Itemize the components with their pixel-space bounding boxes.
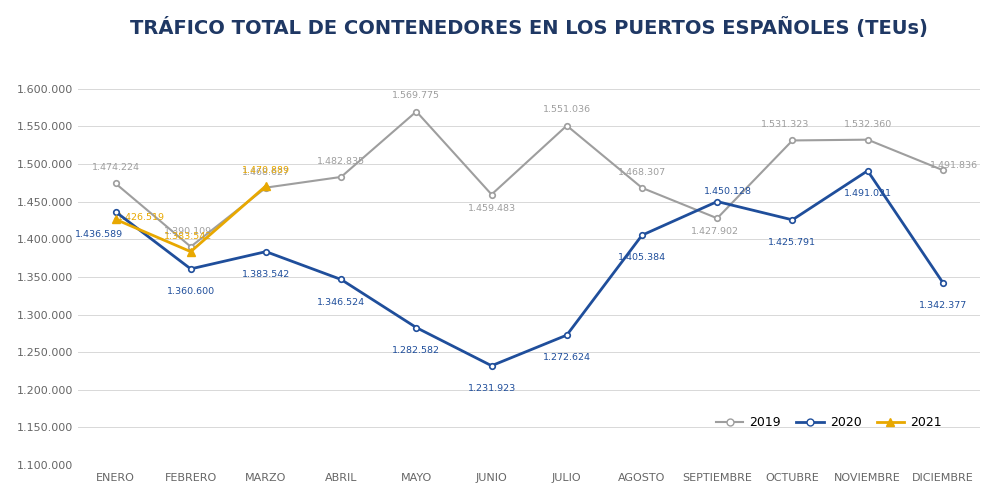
2020 — [862, 168, 874, 174]
Text: 1.482.835: 1.482.835 — [317, 157, 365, 166]
Line: 2020: 2020 — [113, 168, 946, 368]
2019 — [636, 185, 648, 191]
Text: 1.390.109: 1.390.109 — [164, 226, 212, 235]
Text: 1.491.021: 1.491.021 — [844, 189, 892, 198]
2021 — [110, 216, 122, 222]
2019 — [862, 136, 874, 142]
Text: 1.569.775: 1.569.775 — [392, 92, 440, 100]
2019 — [711, 216, 723, 222]
2019 — [561, 122, 573, 128]
2020 — [711, 198, 723, 204]
2020 — [110, 208, 122, 214]
Text: 1.470.889: 1.470.889 — [242, 166, 290, 175]
Text: 1.425.791: 1.425.791 — [768, 238, 816, 247]
Text: 1.468.307: 1.468.307 — [618, 168, 666, 176]
Text: 1.491.836: 1.491.836 — [930, 161, 978, 170]
2019 — [185, 244, 197, 250]
2020 — [260, 248, 272, 254]
2020 — [185, 266, 197, 272]
2019 — [786, 138, 798, 143]
Text: 1.468.627: 1.468.627 — [242, 168, 290, 176]
Text: 1.360.600: 1.360.600 — [167, 287, 215, 296]
Legend: 2019, 2020, 2021: 2019, 2020, 2021 — [711, 412, 947, 434]
Text: 1.450.128: 1.450.128 — [704, 187, 752, 196]
Text: 1.436.589: 1.436.589 — [75, 230, 123, 239]
Line: 2021: 2021 — [111, 182, 270, 256]
Text: 1.342.377: 1.342.377 — [919, 300, 967, 310]
2020 — [636, 232, 648, 238]
2021 — [185, 248, 197, 254]
Text: 1.272.624: 1.272.624 — [543, 353, 591, 362]
Text: 1.532.360: 1.532.360 — [844, 120, 892, 128]
2020 — [335, 276, 347, 282]
Text: 1.551.036: 1.551.036 — [543, 106, 591, 114]
2019 — [410, 108, 422, 114]
2019 — [110, 180, 122, 186]
Text: 1.531.323: 1.531.323 — [761, 120, 810, 130]
Text: 1.231.923: 1.231.923 — [467, 384, 516, 393]
2019 — [335, 174, 347, 180]
2020 — [561, 332, 573, 338]
2020 — [786, 217, 798, 223]
Text: 1.383.542: 1.383.542 — [242, 270, 290, 278]
Text: 1.427.902: 1.427.902 — [690, 228, 738, 236]
2019 — [486, 192, 498, 198]
Text: 1.426.519: 1.426.519 — [117, 213, 165, 222]
Text: 1.282.582: 1.282.582 — [392, 346, 440, 354]
2020 — [486, 362, 498, 368]
2021 — [260, 183, 272, 189]
Title: TRÁFICO TOTAL DE CONTENEDORES EN LOS PUERTOS ESPAÑOLES (TEUs): TRÁFICO TOTAL DE CONTENEDORES EN LOS PUE… — [130, 16, 928, 38]
2020 — [410, 324, 422, 330]
2019 — [937, 167, 949, 173]
Text: 1.474.224: 1.474.224 — [92, 164, 140, 172]
Text: 1.405.384: 1.405.384 — [618, 254, 666, 262]
Text: 1.459.483: 1.459.483 — [468, 204, 516, 212]
Text: 1.383.542: 1.383.542 — [164, 232, 212, 240]
2020 — [937, 280, 949, 285]
2019 — [260, 184, 272, 190]
Line: 2019: 2019 — [113, 108, 946, 250]
Text: 1.346.524: 1.346.524 — [317, 298, 365, 306]
